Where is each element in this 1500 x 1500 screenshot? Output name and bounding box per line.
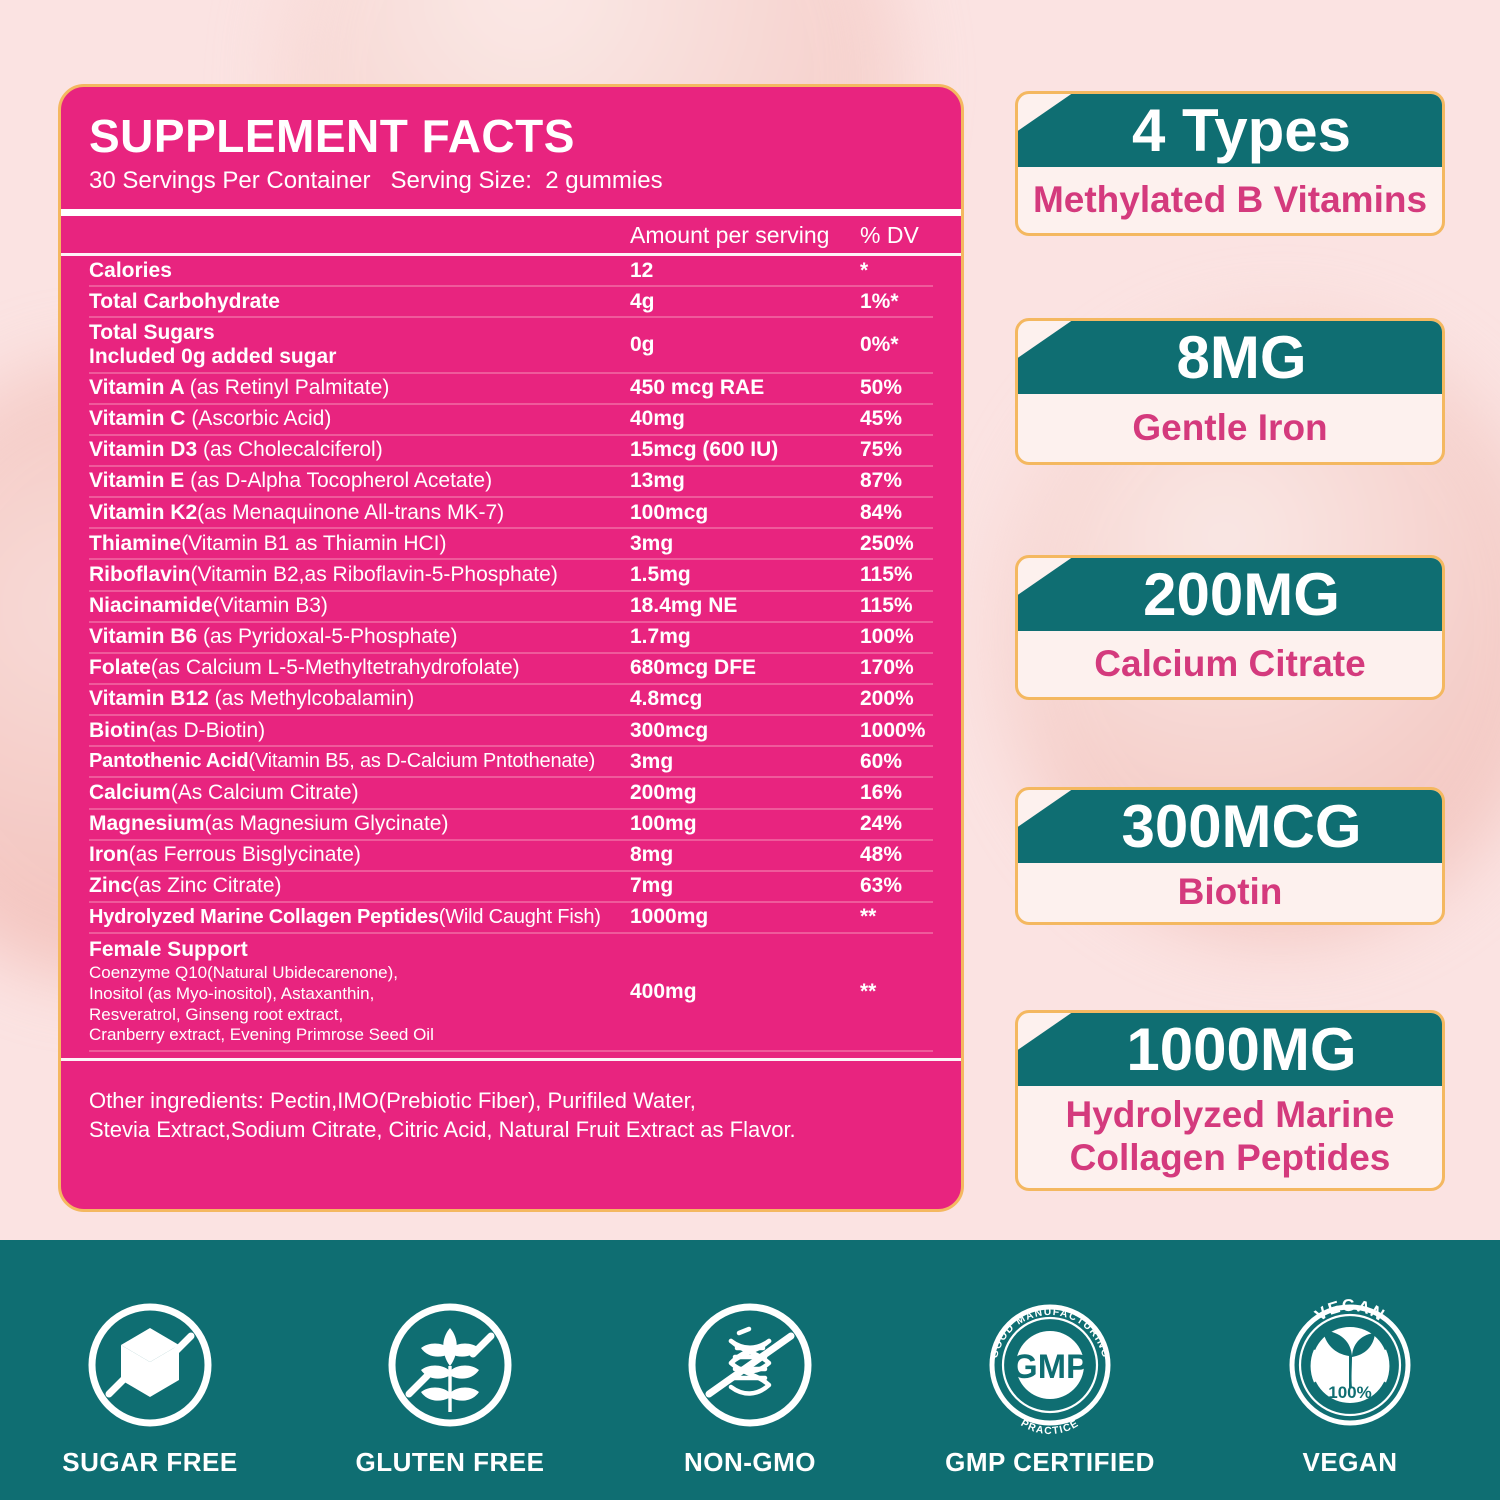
svg-text:100%: 100% bbox=[1328, 1383, 1371, 1402]
svg-text:GMP: GMP bbox=[1011, 1348, 1088, 1386]
svg-text:VEGAN: VEGAN bbox=[1312, 1296, 1389, 1325]
